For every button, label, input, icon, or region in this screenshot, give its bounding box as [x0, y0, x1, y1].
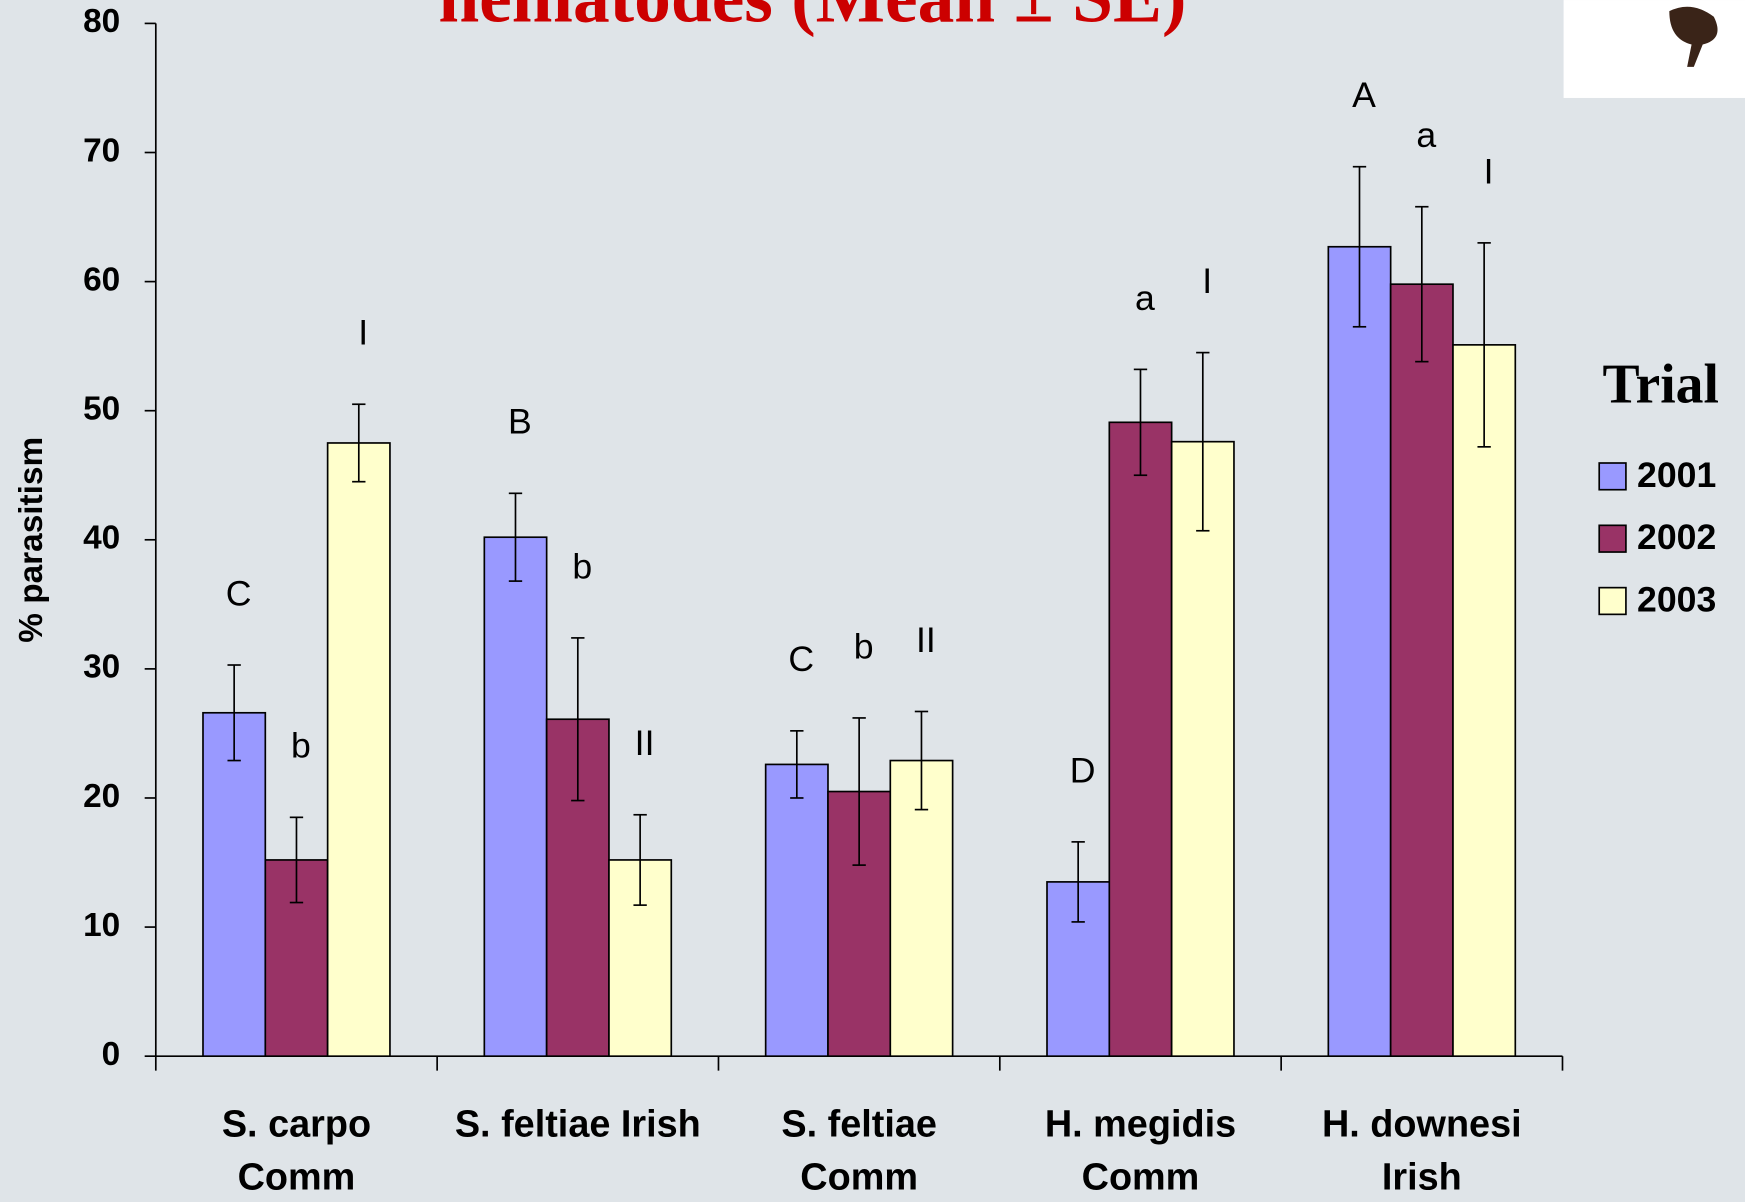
- y-tick-label: 40: [83, 520, 120, 557]
- x-tick-label: H. downesi: [1322, 1103, 1522, 1145]
- y-tick-label: 70: [83, 132, 120, 169]
- x-tick-label: Comm: [800, 1157, 918, 1199]
- legend-label: 2002: [1637, 517, 1716, 557]
- page: nematodes (Mean ± SE) % parasitism Trial…: [0, 0, 1745, 1202]
- significance-label: a: [1135, 278, 1155, 318]
- y-axis-label: % parasitism: [13, 437, 50, 643]
- y-tick-label: 50: [83, 391, 120, 428]
- significance-label: C: [226, 573, 252, 613]
- y-tick-label: 80: [83, 3, 120, 40]
- y-tick-label: 30: [83, 649, 120, 686]
- x-tick-label: S. carpo: [222, 1103, 371, 1145]
- significance-label: B: [508, 402, 532, 442]
- bar: [1172, 442, 1234, 1056]
- significance-label: b: [854, 626, 874, 666]
- y-tick-label: 60: [83, 261, 120, 298]
- significance-label: b: [291, 726, 311, 766]
- y-tick-label: 0: [102, 1036, 121, 1073]
- chart-title: nematodes (Mean ± SE): [438, 0, 1186, 37]
- significance-label: a: [1416, 115, 1436, 155]
- significance-label: b: [572, 546, 592, 586]
- bar: [484, 537, 546, 1056]
- significance-label: I: [358, 313, 368, 353]
- chart: nematodes (Mean ± SE) % parasitism Trial…: [0, 0, 1745, 1202]
- x-tick-label: Comm: [238, 1157, 356, 1199]
- bar: [1453, 345, 1515, 1056]
- significance-label: I: [1484, 151, 1494, 191]
- photo: [1564, 0, 1745, 98]
- significance-label: I: [1202, 261, 1212, 301]
- legend-title: Trial: [1603, 353, 1719, 415]
- significance-label: D: [1070, 750, 1096, 790]
- significance-label: II: [635, 723, 655, 763]
- significance-label: C: [788, 639, 814, 679]
- bar: [1328, 247, 1390, 1056]
- legend-swatch: [1599, 525, 1626, 552]
- legend-swatch: [1599, 588, 1626, 615]
- bar: [328, 443, 390, 1056]
- x-tick-label: Comm: [1082, 1157, 1200, 1199]
- x-tick-label: H. megidis: [1045, 1103, 1236, 1145]
- x-tick-label: Irish: [1382, 1157, 1462, 1199]
- legend-label: 2001: [1637, 455, 1716, 495]
- significance-label: A: [1352, 75, 1376, 115]
- y-tick-label: 20: [83, 778, 120, 815]
- legend-label: 2003: [1637, 580, 1716, 620]
- bar: [1109, 422, 1171, 1056]
- y-tick-label: 10: [83, 907, 120, 944]
- x-tick-label: S. feltiae: [781, 1103, 937, 1145]
- bar: [203, 713, 265, 1056]
- bar: [1391, 284, 1453, 1056]
- bar: [766, 764, 828, 1056]
- x-tick-label: S. feltiae Irish: [455, 1103, 701, 1145]
- significance-label: II: [916, 620, 936, 660]
- legend-swatch: [1599, 463, 1626, 490]
